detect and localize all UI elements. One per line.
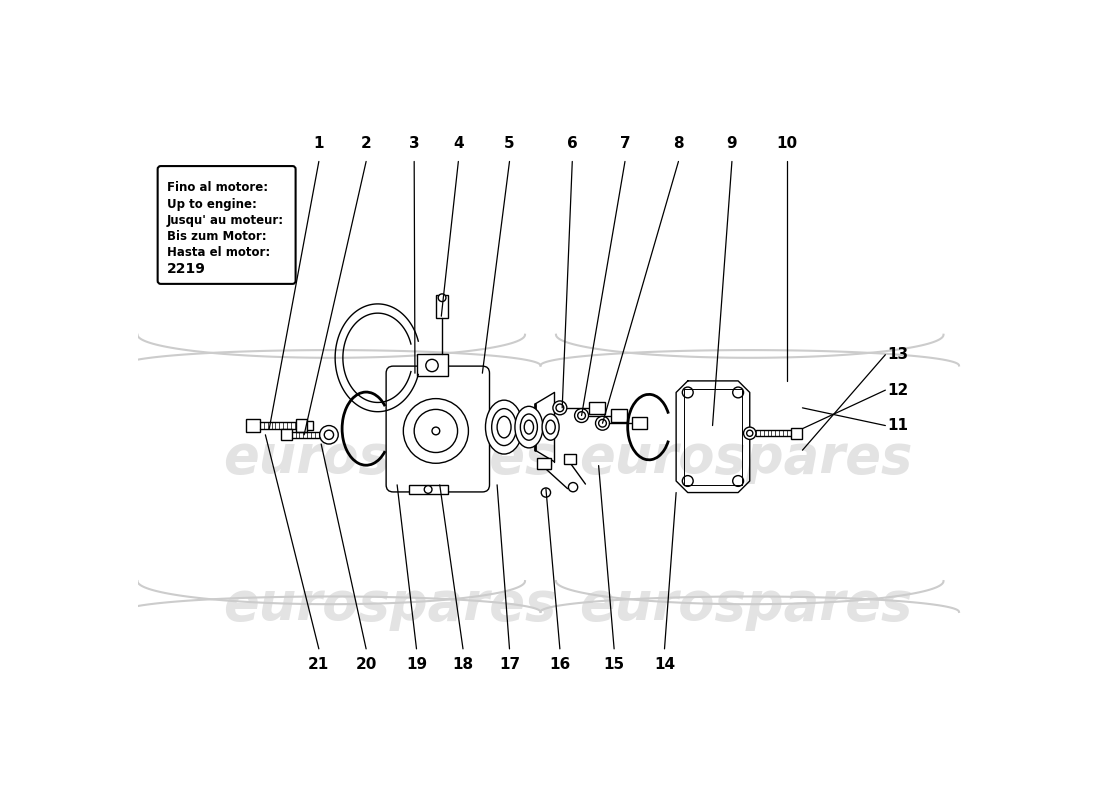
- Text: Hasta el motor:: Hasta el motor:: [167, 246, 271, 259]
- Circle shape: [404, 398, 469, 463]
- Ellipse shape: [525, 420, 533, 434]
- Circle shape: [682, 476, 693, 486]
- Text: 6: 6: [566, 137, 578, 151]
- Circle shape: [415, 410, 458, 453]
- Bar: [246, 419, 260, 432]
- Text: 2: 2: [361, 137, 372, 151]
- Circle shape: [553, 401, 566, 414]
- Bar: [590, 402, 605, 414]
- Text: 13: 13: [888, 347, 909, 362]
- Bar: [537, 458, 551, 469]
- Circle shape: [744, 427, 756, 439]
- Text: 2219: 2219: [167, 262, 206, 276]
- Circle shape: [595, 416, 609, 430]
- Text: Bis zum Motor:: Bis zum Motor:: [167, 230, 266, 243]
- Ellipse shape: [492, 409, 517, 446]
- Bar: [307, 421, 314, 430]
- Circle shape: [541, 488, 551, 497]
- Text: 14: 14: [653, 657, 675, 671]
- Circle shape: [598, 419, 606, 427]
- Circle shape: [682, 387, 693, 398]
- Circle shape: [438, 294, 446, 302]
- Bar: [436, 294, 449, 318]
- Circle shape: [733, 476, 744, 486]
- Bar: [610, 410, 627, 422]
- Text: 19: 19: [406, 657, 427, 671]
- Text: 4: 4: [453, 137, 464, 151]
- Ellipse shape: [520, 414, 538, 440]
- Bar: [631, 417, 648, 430]
- Circle shape: [324, 430, 333, 439]
- Circle shape: [426, 359, 438, 372]
- Text: 9: 9: [727, 137, 737, 151]
- Text: 10: 10: [777, 137, 797, 151]
- Bar: [791, 428, 802, 438]
- Text: 15: 15: [604, 657, 625, 671]
- Circle shape: [574, 409, 589, 422]
- Circle shape: [320, 426, 338, 444]
- Text: eurospares: eurospares: [580, 432, 913, 484]
- Bar: [417, 354, 448, 375]
- Text: eurospares: eurospares: [222, 432, 557, 484]
- Text: Jusqu' au moteur:: Jusqu' au moteur:: [167, 214, 284, 227]
- Text: 16: 16: [549, 657, 571, 671]
- Ellipse shape: [546, 420, 556, 434]
- Text: 7: 7: [619, 137, 630, 151]
- Circle shape: [425, 486, 432, 494]
- Text: 11: 11: [888, 418, 909, 433]
- Circle shape: [569, 482, 578, 492]
- Text: eurospares: eurospares: [222, 578, 557, 630]
- Text: 3: 3: [409, 137, 419, 151]
- Bar: [296, 418, 307, 433]
- Bar: [409, 485, 448, 494]
- Text: Up to engine:: Up to engine:: [167, 198, 256, 210]
- Text: 17: 17: [499, 657, 520, 671]
- FancyBboxPatch shape: [386, 366, 490, 492]
- Ellipse shape: [485, 400, 522, 454]
- Text: 21: 21: [308, 657, 330, 671]
- Text: 20: 20: [355, 657, 377, 671]
- Text: Fino al motore:: Fino al motore:: [167, 182, 268, 194]
- Bar: [563, 454, 576, 464]
- Text: eurospares: eurospares: [580, 578, 913, 630]
- Text: 12: 12: [888, 382, 909, 398]
- Ellipse shape: [515, 406, 542, 448]
- Text: 1: 1: [314, 137, 324, 151]
- Text: 18: 18: [452, 657, 474, 671]
- Ellipse shape: [497, 416, 512, 438]
- Circle shape: [556, 404, 563, 412]
- Circle shape: [747, 430, 752, 436]
- Text: 8: 8: [673, 137, 684, 151]
- Bar: [280, 430, 292, 440]
- Ellipse shape: [542, 414, 559, 440]
- FancyBboxPatch shape: [157, 166, 296, 284]
- Circle shape: [432, 427, 440, 435]
- Circle shape: [733, 387, 744, 398]
- Circle shape: [578, 412, 585, 419]
- Text: 5: 5: [504, 137, 515, 151]
